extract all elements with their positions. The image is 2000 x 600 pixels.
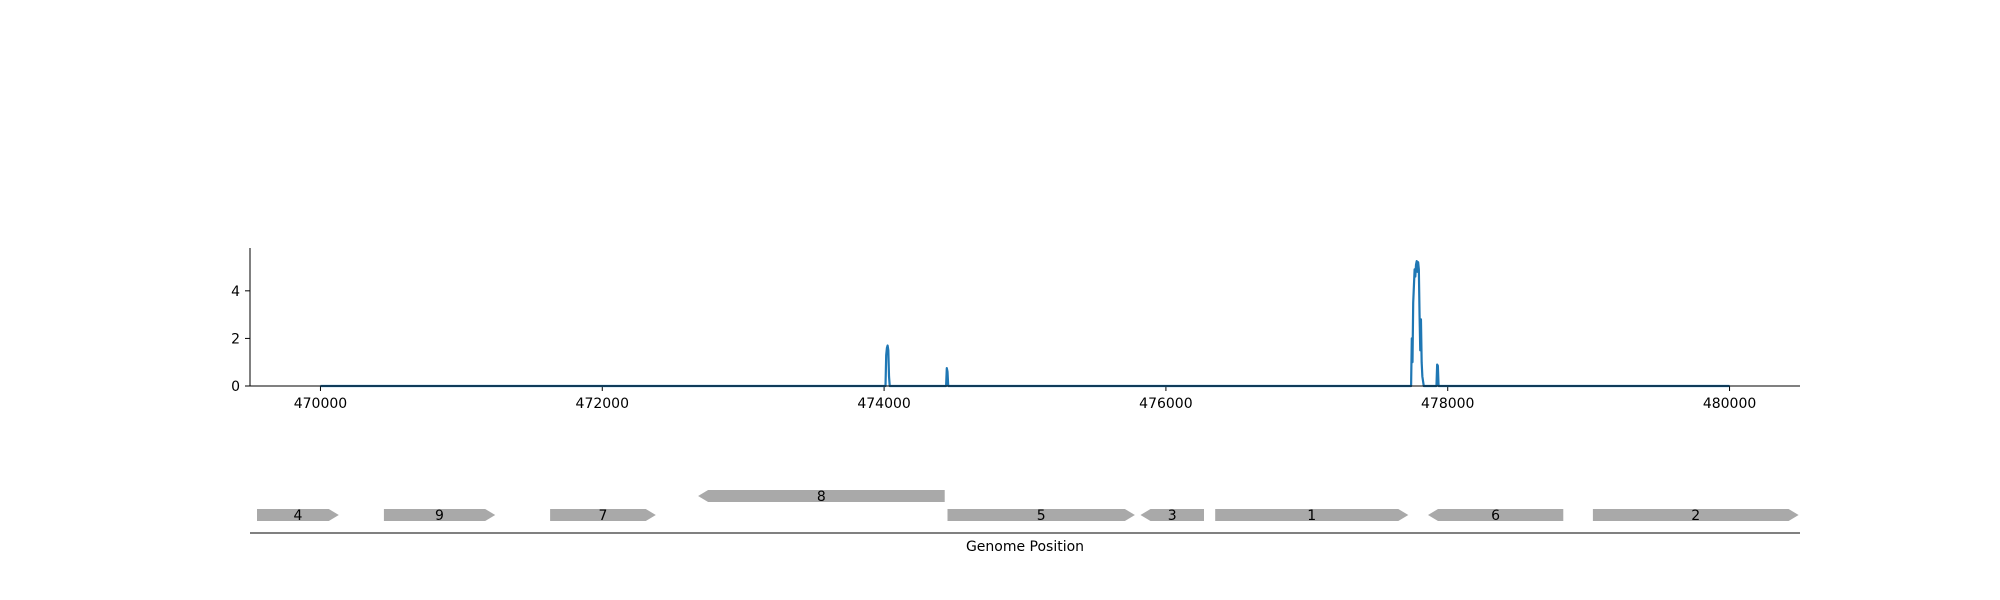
coverage-y-tick-label: 4 bbox=[231, 284, 240, 300]
gene-feature-1 bbox=[1215, 509, 1409, 521]
gene-feature-6 bbox=[1428, 509, 1564, 521]
gene-feature-5 bbox=[947, 509, 1135, 521]
gene-feature-7 bbox=[550, 509, 656, 521]
gene-feature-8 bbox=[698, 490, 945, 502]
coverage-x-tick-label: 472000 bbox=[576, 396, 629, 412]
gene-feature-label: 1 bbox=[1307, 508, 1316, 524]
coverage-tick-group: 470000 472000 474000 476000 478000 480000 0 2 4 bbox=[231, 284, 1756, 412]
gene-feature-label: 5 bbox=[1037, 508, 1046, 524]
gene-feature-label: 6 bbox=[1491, 508, 1500, 524]
coverage-y-tick-label: 2 bbox=[231, 331, 240, 347]
coverage-plot: 470000 472000 474000 476000 478000 480000 0 2 4 bbox=[231, 248, 1800, 412]
gene-feature-4 bbox=[257, 509, 339, 521]
gene-feature-3 bbox=[1140, 509, 1204, 521]
coverage-series-line bbox=[320, 259, 1730, 388]
gene-track: 4 9 7 8 5 3 1 6 2 Genome Position bbox=[250, 489, 1800, 555]
gene-feature-label: 8 bbox=[817, 489, 826, 505]
coverage-x-tick-label: 470000 bbox=[294, 396, 347, 412]
coverage-y-tick-label: 0 bbox=[231, 379, 240, 395]
gene-feature-9 bbox=[383, 509, 496, 521]
coverage-x-tick-label: 474000 bbox=[857, 396, 910, 412]
coverage-x-tick-label: 478000 bbox=[1421, 396, 1474, 412]
gene-feature-label: 9 bbox=[435, 508, 444, 524]
coverage-x-tick-label: 480000 bbox=[1703, 396, 1756, 412]
gene-track-x-axis-title: Genome Position bbox=[966, 539, 1084, 555]
gene-feature-label: 4 bbox=[293, 508, 302, 524]
gene-feature-group: 4 9 7 8 5 3 1 6 2 bbox=[257, 489, 1799, 524]
gene-feature-label: 3 bbox=[1168, 508, 1177, 524]
gene-feature-label: 2 bbox=[1691, 508, 1700, 524]
gene-feature-label: 7 bbox=[599, 508, 608, 524]
gene-feature-2 bbox=[1592, 509, 1799, 521]
coverage-x-tick-label: 476000 bbox=[1139, 396, 1192, 412]
